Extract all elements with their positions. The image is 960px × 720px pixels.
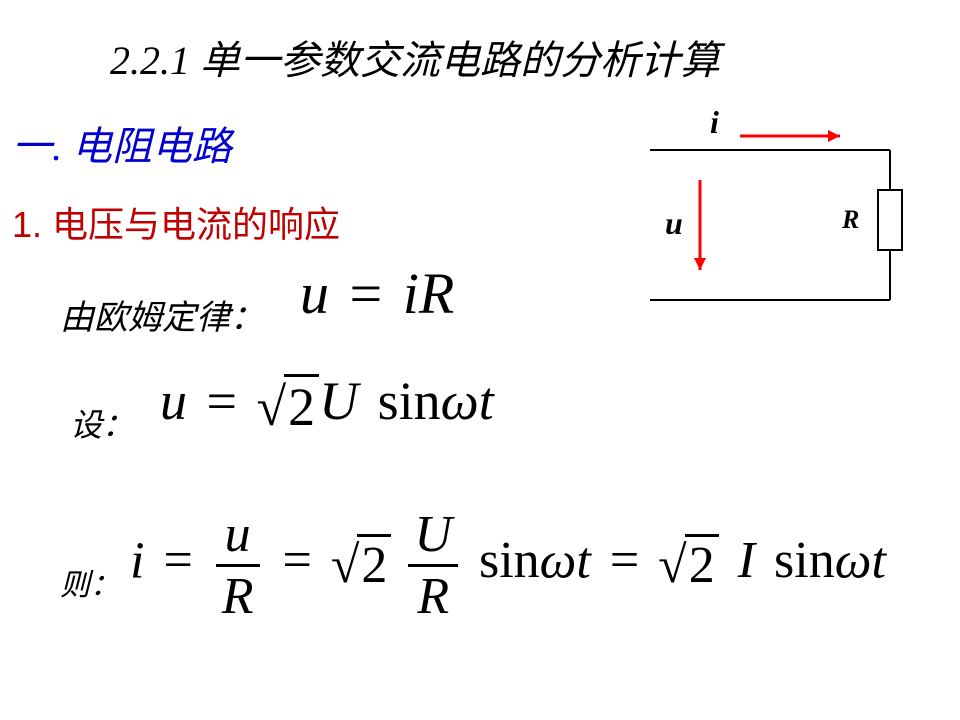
- fraction-UR: U R: [408, 505, 458, 626]
- voltage-arrow-head: [694, 258, 706, 270]
- current-arrow-head: [828, 130, 840, 142]
- sqrt-radicand: 2: [284, 374, 319, 437]
- circuit-i-label: i: [710, 104, 719, 141]
- frac-num-U: U: [408, 505, 458, 564]
- eq-omega: ω: [441, 371, 479, 431]
- circuit-svg: [610, 110, 930, 330]
- frac-num-u: u: [216, 505, 260, 564]
- frac-den-R2: R: [408, 564, 458, 626]
- eq-omega3: ω: [835, 532, 872, 589]
- page-title: 2.2.1 单一参数交流电路的分析计算: [110, 28, 720, 86]
- eq-t3: t: [871, 532, 885, 589]
- sqrt-symbol2: √2: [331, 536, 392, 595]
- eq-var-i: i: [403, 261, 419, 326]
- eq-t2: t: [576, 532, 590, 589]
- eq-sin: sin: [372, 371, 441, 431]
- ohm-law-equation: u = iR: [300, 260, 454, 327]
- sqrt-radicand3: 2: [685, 534, 719, 594]
- circuit-diagram: i u R: [610, 110, 930, 330]
- eq-sin2: sin: [475, 532, 540, 589]
- eq-equals3: =: [157, 532, 198, 589]
- circuit-R-label: R: [842, 205, 859, 235]
- eq-var-u: u: [300, 261, 329, 326]
- eq-omega2: ω: [540, 532, 577, 589]
- section-heading: 一. 电阻电路: [12, 114, 232, 172]
- eq-var-R: R: [419, 261, 454, 326]
- sqrt-radicand2: 2: [357, 534, 391, 594]
- sqrt-symbol: √2: [256, 376, 319, 438]
- subsection-heading: 1. 电压与电流的响应: [12, 196, 340, 248]
- eq-equals2: =: [201, 371, 243, 431]
- eq-equals4: =: [277, 532, 318, 589]
- set-label: 设：: [70, 400, 134, 446]
- eq-t: t: [479, 371, 494, 431]
- fraction-uR: u R: [216, 505, 260, 626]
- circuit-u-label: u: [665, 205, 683, 242]
- eq-var-u2: u: [160, 371, 187, 431]
- resistor: [878, 190, 902, 250]
- then-label: 则：: [60, 560, 120, 604]
- eq-equals: =: [344, 261, 389, 326]
- eq-var-i2: i: [130, 532, 144, 589]
- then-equation: i = u R = √2 U R sinωt = √2 I sinωt: [130, 505, 886, 626]
- sqrt-symbol3: √2: [658, 536, 719, 595]
- eq-var-U: U: [319, 371, 358, 431]
- ohm-law-label: 由欧姆定律：: [60, 290, 264, 339]
- frac-den-R: R: [216, 564, 260, 626]
- eq-equals5: =: [604, 532, 645, 589]
- eq-sin3: sin: [768, 532, 835, 589]
- set-equation: u = √2U sinωt: [160, 370, 494, 438]
- eq-var-I: I: [732, 532, 755, 589]
